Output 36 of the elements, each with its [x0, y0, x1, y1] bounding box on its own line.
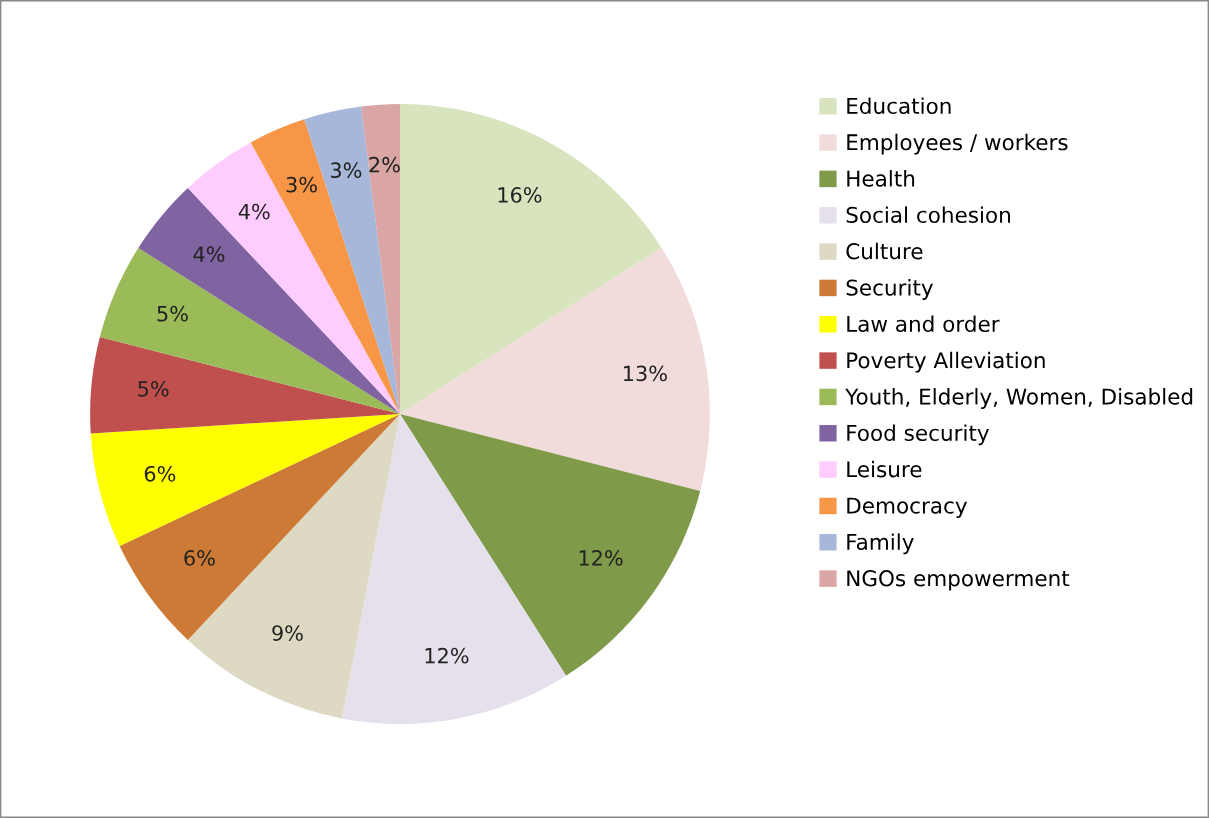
pie-slice: [99, 247, 400, 414]
data-label: 9%: [272, 625, 303, 641]
pie-slice: [400, 247, 710, 492]
data-label: 5%: [138, 380, 169, 397]
legend-label: Culture: [846, 242, 923, 260]
legend-label: Social cohesion: [846, 206, 1010, 224]
legend-label: Employees / workers: [847, 133, 1068, 155]
legend-label: Leisure: [847, 460, 922, 478]
legend-label: Democracy: [847, 497, 967, 518]
data-label: 3%: [286, 176, 317, 193]
pie-slice: [187, 142, 400, 414]
data-label: 3%: [330, 162, 362, 179]
data-label: 6%: [184, 550, 215, 566]
legend-label: Poverty Alleviation: [847, 351, 1045, 373]
legend-label: Security: [846, 279, 933, 300]
data-label: 4%: [193, 246, 225, 263]
legend-label: Education: [847, 97, 951, 115]
data-label: 6%: [144, 465, 176, 482]
data-label: 13%: [624, 365, 667, 382]
data-label: 16%: [498, 187, 542, 203]
data-label: 12%: [579, 550, 623, 566]
legend-label: NGOs empowerment: [847, 570, 1070, 591]
pie-slice: [90, 414, 400, 546]
pie-slice: [400, 414, 701, 676]
data-label: 2%: [369, 156, 400, 173]
data-label: 4%: [238, 203, 270, 220]
data-label: 12%: [425, 647, 469, 664]
legend-label: Food security: [847, 424, 989, 446]
data-label: 5%: [157, 305, 188, 322]
pie-slice: [119, 414, 400, 640]
pie-slice: [90, 336, 400, 434]
pie-slice: [341, 414, 567, 724]
legend-label: Health: [847, 170, 915, 187]
legend-label: Law and order: [847, 315, 1000, 333]
legend-label: Youth, Elderly, Women, Disabled: [845, 388, 1193, 409]
legend-label: Family: [847, 533, 914, 555]
